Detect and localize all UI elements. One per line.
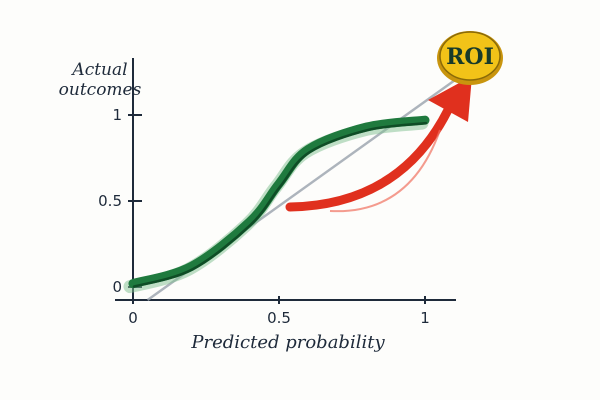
x-label: Predicted probability <box>190 332 385 353</box>
roi-arrow-stroke <box>329 129 441 213</box>
y-tick-label: 0.5 <box>98 192 122 210</box>
roi-coin <box>439 31 501 81</box>
calibration-curve-shadow <box>123 116 429 294</box>
y-label-line2: outcomes <box>59 80 142 100</box>
roi-label: ROI <box>446 44 494 70</box>
y-tick-label: 1 <box>112 106 122 124</box>
calibration-curve-edge <box>132 121 428 288</box>
y-tick-label: 0 <box>112 278 122 296</box>
calibration-curve <box>128 115 430 289</box>
x-tick-label: 0 <box>128 309 138 327</box>
y-label-line1: Actual <box>70 60 127 80</box>
x-tick-label: 0.5 <box>267 309 291 327</box>
roi-arrow-head <box>428 76 472 122</box>
roi-arrow-shaft <box>285 105 453 212</box>
x-tick-label: 1 <box>420 309 430 327</box>
